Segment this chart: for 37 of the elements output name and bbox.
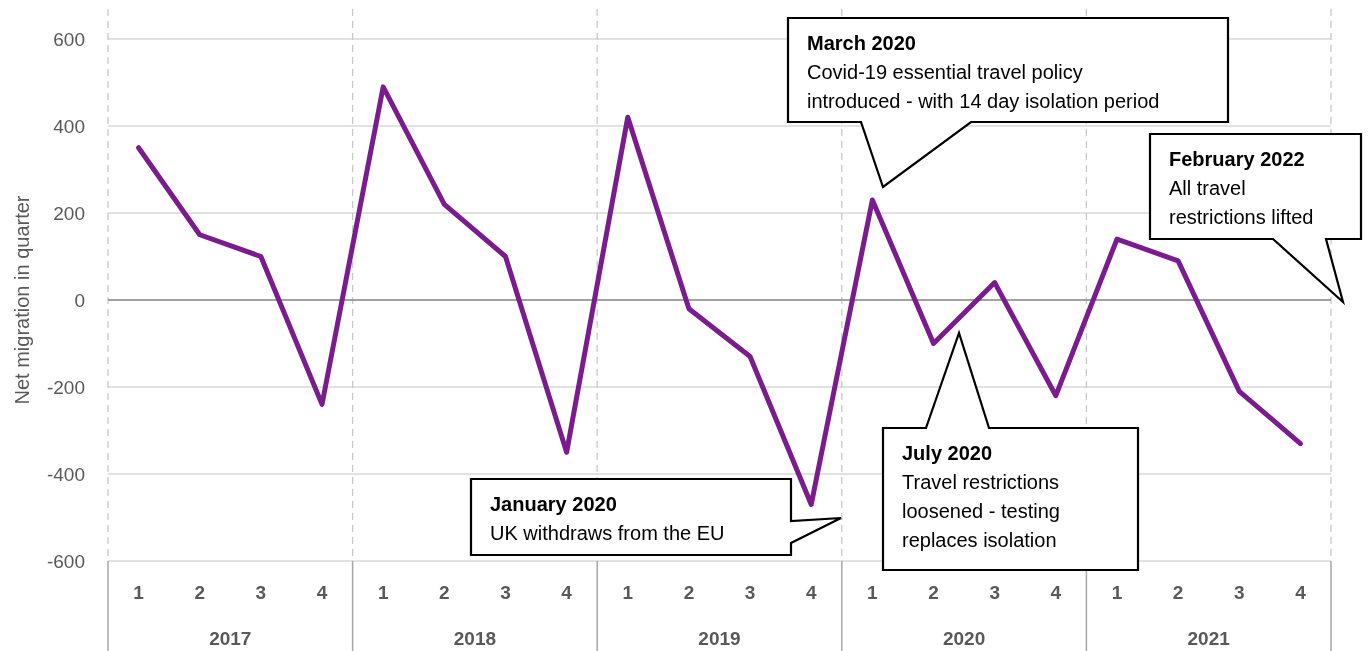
x-tick-label: 3 [989,581,1000,603]
y-tick-label: -600 [46,550,85,572]
x-tick-label: 4 [316,581,328,603]
y-tick-label: -400 [46,463,85,485]
x-tick-label: 3 [255,581,267,603]
text: 2019 [698,627,741,649]
y-tick-label: -200 [46,376,85,398]
y-tick-label: 0 [74,289,85,311]
text: 2017 [209,627,252,649]
x-tick-label: 2 [194,581,206,603]
text: 2020 [942,627,986,649]
x-tick-label: 2 [1172,581,1184,603]
text: 2018 [453,627,497,649]
annotation: July 2020 Travel restrictions loosened - testing replaces isolation [902,442,1060,551]
x-tick-label: 3 [500,581,511,603]
y-tick-label: 400 [53,115,85,137]
x-tick-label: 1 [622,581,634,603]
annotation: March 2020 Covid-19 essential travel policy introduced - with 14 day isolation period [807,32,1160,112]
text: 2021 [1187,627,1231,649]
x-tick-label: 4 [1295,581,1307,603]
annotation: January 2020 UK withdraws from the EU [490,493,725,544]
x-tick-label: 1 [377,581,389,603]
x-tick-label: 4 [1050,581,1062,603]
y-tick-label: 200 [53,202,85,224]
x-tick-label: 3 [1233,581,1245,603]
x-tick-label: 2 [683,581,695,603]
x-tick-label: 1 [133,581,145,603]
x-tick-label: 4 [805,581,817,603]
x-tick-label: 4 [561,581,573,603]
x-tick-label: 2 [439,581,450,603]
x-tick-label: 2 [928,581,939,603]
annotation: February 2022 All travel restrictions lifted [1169,148,1314,228]
y-axis-title: Net migration in quarter [11,195,33,405]
y-tick-label: 600 [53,28,85,50]
x-tick-label: 1 [1111,581,1123,603]
x-tick-label: 1 [867,581,879,603]
x-tick-label: 3 [744,581,756,603]
